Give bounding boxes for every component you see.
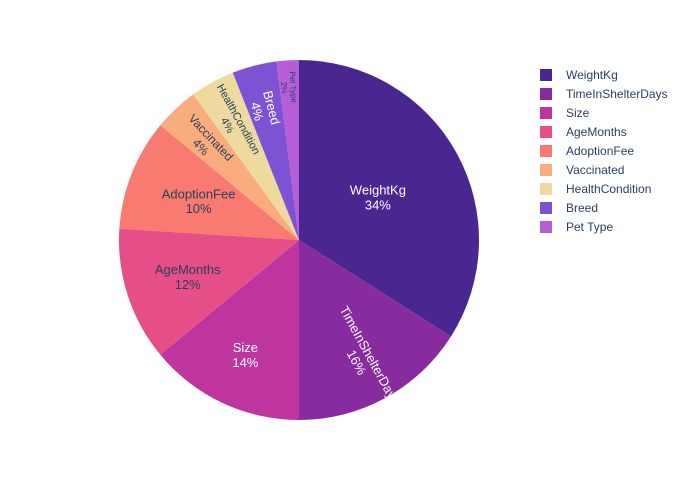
- legend-swatch: [540, 106, 552, 119]
- legend-swatch: [540, 87, 552, 100]
- legend-label: AdoptionFee: [566, 143, 635, 158]
- legend-label: HealthCondition: [566, 181, 652, 196]
- slice-label-agemonths: AgeMonths 12%: [155, 262, 221, 292]
- legend: WeightKg TimeInShelterDays Size AgeMonths Ad…: [540, 65, 668, 236]
- slice-label-pet-type: Pet Type2%: [278, 71, 298, 104]
- legend-label: Breed: [566, 200, 599, 215]
- legend-swatch: [540, 125, 552, 138]
- slice-timeinshelterdays[interactable]: [299, 240, 451, 421]
- legend-item-agemonths[interactable]: AgeMonths: [540, 122, 668, 141]
- legend-swatch: [540, 163, 552, 176]
- legend-label: WeightKg: [566, 67, 618, 82]
- legend-item-adoptionfee[interactable]: AdoptionFee: [540, 141, 668, 160]
- legend-label: Pet Type: [566, 219, 614, 234]
- legend-item-breed[interactable]: Breed: [540, 198, 668, 217]
- slice-label-weightkg: WeightKg 34%: [350, 183, 406, 213]
- legend-label: AgeMonths: [566, 124, 627, 139]
- legend-item-size[interactable]: Size: [540, 103, 668, 122]
- legend-swatch: [540, 201, 552, 214]
- legend-label: Vaccinated: [566, 162, 625, 177]
- slice-size[interactable]: [160, 240, 299, 420]
- pie-slices: [119, 60, 479, 421]
- legend-item-vaccinated[interactable]: Vaccinated: [540, 160, 668, 179]
- legend-item-timeinshelterdays[interactable]: TimeInShelterDays: [540, 84, 668, 103]
- slice-label-breed: Breed4%: [246, 89, 284, 130]
- slice-vaccinated[interactable]: [160, 94, 299, 240]
- legend-item-pet-type[interactable]: Pet Type: [540, 217, 668, 236]
- legend-swatch: [540, 144, 552, 157]
- slice-weightkg[interactable]: [299, 60, 479, 337]
- slice-healthcondition[interactable]: [193, 72, 299, 241]
- legend-item-healthcondition[interactable]: HealthCondition: [540, 179, 668, 198]
- slice-pet-type[interactable]: [276, 60, 299, 240]
- legend-swatch: [540, 68, 552, 81]
- legend-swatch: [540, 220, 552, 233]
- slice-label-adoptionfee: AdoptionFee 10%: [162, 186, 236, 216]
- legend-item-weightkg[interactable]: WeightKg: [540, 65, 668, 84]
- slice-agemonths[interactable]: [119, 228, 299, 355]
- slice-breed[interactable]: [232, 61, 299, 240]
- slice-adoptionfee[interactable]: [119, 125, 299, 240]
- legend-label: Size: [566, 105, 590, 120]
- legend-label: TimeInShelterDays: [566, 86, 668, 101]
- slice-label-size: Size 14%: [232, 340, 258, 370]
- legend-swatch: [540, 182, 552, 195]
